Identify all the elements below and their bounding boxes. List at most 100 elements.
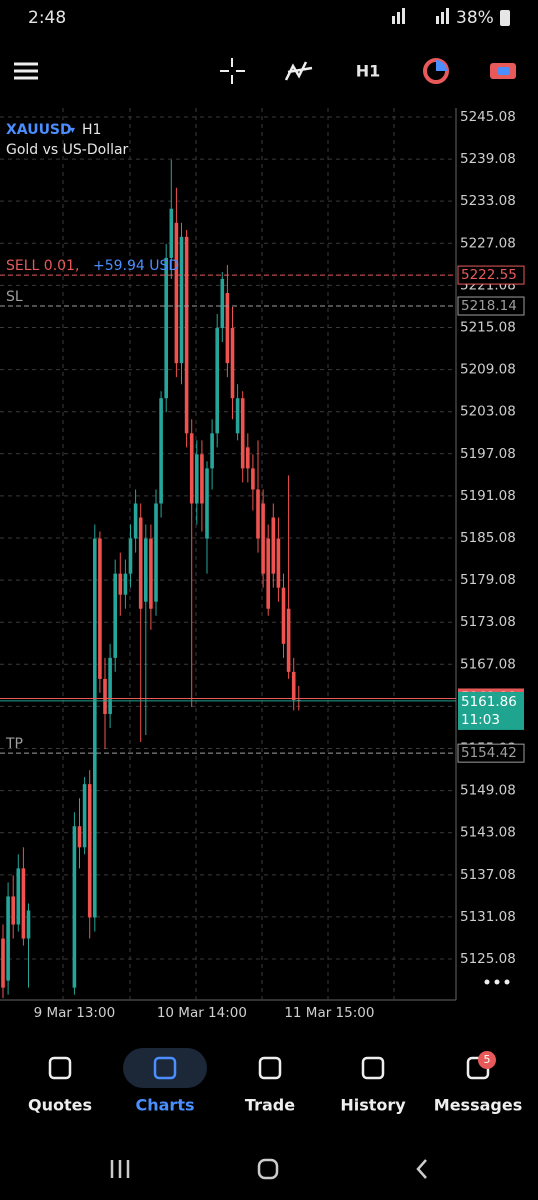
plot (0, 116, 456, 999)
candle-body (103, 678, 107, 714)
menu-button[interactable] (14, 62, 38, 80)
candle-body (169, 208, 174, 258)
y-tick-label: 5215.08 (460, 319, 516, 335)
trade-button[interactable] (490, 63, 516, 79)
x-tick-label: 9 Mar 13:00 (34, 1005, 116, 1021)
nav-label: Trade (245, 1096, 295, 1115)
bid-price: 5161.86 (461, 694, 517, 710)
indicators-button[interactable] (284, 61, 313, 81)
candle-body (118, 573, 123, 595)
candle-body (235, 398, 240, 434)
candle-body (123, 573, 128, 595)
y-tick-label: 5131.08 (460, 909, 516, 925)
candle-body (87, 784, 92, 918)
candle-body (164, 257, 168, 399)
candle-body (210, 433, 214, 469)
bid-box (458, 691, 524, 730)
candle-body (246, 447, 250, 469)
candle-body (291, 671, 296, 700)
chart-timeframe: H1 (82, 122, 101, 138)
y-tick-label: 5125.08 (460, 951, 516, 967)
nav-icon (48, 1056, 72, 1080)
symbol-menu[interactable]: ▾ (70, 125, 75, 136)
x-tick-label: 11 Mar 15:00 (284, 1005, 374, 1021)
order-profit: +59.94 USD (93, 258, 179, 274)
system-nav[interactable] (110, 1158, 427, 1180)
price-box (457, 265, 525, 285)
color-scheme-button[interactable] (423, 58, 449, 84)
nav-item[interactable]: History (340, 1056, 406, 1115)
symbol-description: Gold vs US-Dollar (6, 142, 129, 158)
candle-body (251, 468, 255, 490)
candle-body (286, 608, 291, 672)
order-label: SL (6, 289, 23, 305)
candle-body (113, 573, 117, 658)
y-tick-label: 5203.08 (460, 404, 516, 420)
crosshair-button[interactable] (220, 58, 245, 84)
y-tick-label: 5197.08 (460, 446, 516, 462)
candle-body (16, 868, 21, 925)
candle-body (149, 538, 153, 609)
nav-label: Messages (434, 1096, 522, 1115)
y-tick-label: 5233.08 (460, 193, 516, 209)
candle-body (82, 784, 87, 848)
candle-body (256, 489, 260, 539)
y-tick-label: 5149.08 (460, 783, 516, 799)
candle-body (271, 517, 276, 574)
candle-body (144, 538, 148, 602)
y-tick-label: 5179.08 (460, 572, 516, 588)
y-tick-label: 5167.08 (460, 656, 516, 672)
timeframe-button[interactable]: H1 (356, 62, 381, 81)
y-tick-label: 5191.08 (460, 488, 516, 504)
candle-body (72, 826, 77, 988)
nav-item[interactable]: Trade (245, 1056, 295, 1115)
candle-body (200, 454, 204, 504)
candle-body (215, 328, 219, 434)
y-tick-label: 5227.08 (460, 235, 516, 251)
candle-body (179, 236, 184, 364)
y-tick-label: 5245.08 (460, 109, 516, 125)
order-label: TP (5, 736, 23, 752)
y-tick-label: 5137.08 (460, 867, 516, 883)
nav-item[interactable]: Charts (136, 1056, 195, 1115)
candle-body (154, 503, 158, 602)
order-label: SELL 0.01, (6, 258, 79, 274)
candle-body (138, 517, 143, 609)
nav-icon (153, 1056, 177, 1080)
nav-label: Charts (136, 1096, 195, 1115)
order-price: 5218.14 (461, 298, 517, 314)
more-dot (494, 979, 500, 985)
candle-body (174, 222, 179, 364)
candle-body (230, 328, 235, 399)
candle-body (189, 433, 194, 504)
nav-item[interactable]: Quotes (28, 1056, 92, 1115)
symbol[interactable]: XAUUSD (6, 122, 72, 138)
candle-body (21, 868, 26, 939)
candle-body (6, 896, 10, 981)
candle-body (240, 398, 245, 469)
candle-body (195, 454, 199, 504)
candle-body (98, 538, 102, 679)
candle-body (11, 896, 15, 925)
candle-body (276, 538, 281, 588)
candle-body (225, 292, 230, 364)
order-price: 5154.42 (461, 745, 517, 761)
order-price: 5222.55 (461, 267, 517, 283)
candle-body (220, 278, 225, 329)
nav-label: Quotes (28, 1096, 92, 1115)
candle-body (1, 938, 5, 988)
y-tick-label: 5173.08 (460, 614, 516, 630)
more-dot (504, 979, 510, 985)
candle-body (128, 538, 133, 574)
y-tick-label: 5209.08 (460, 362, 516, 378)
status-time: 2:48 (28, 8, 66, 28)
candle-body (159, 398, 163, 504)
signal-icons (392, 8, 449, 24)
nav-icon (258, 1056, 282, 1080)
more-dot (484, 979, 490, 985)
candle-body (281, 587, 286, 644)
candle-body (205, 468, 209, 539)
y-tick-label: 5239.08 (460, 151, 516, 167)
